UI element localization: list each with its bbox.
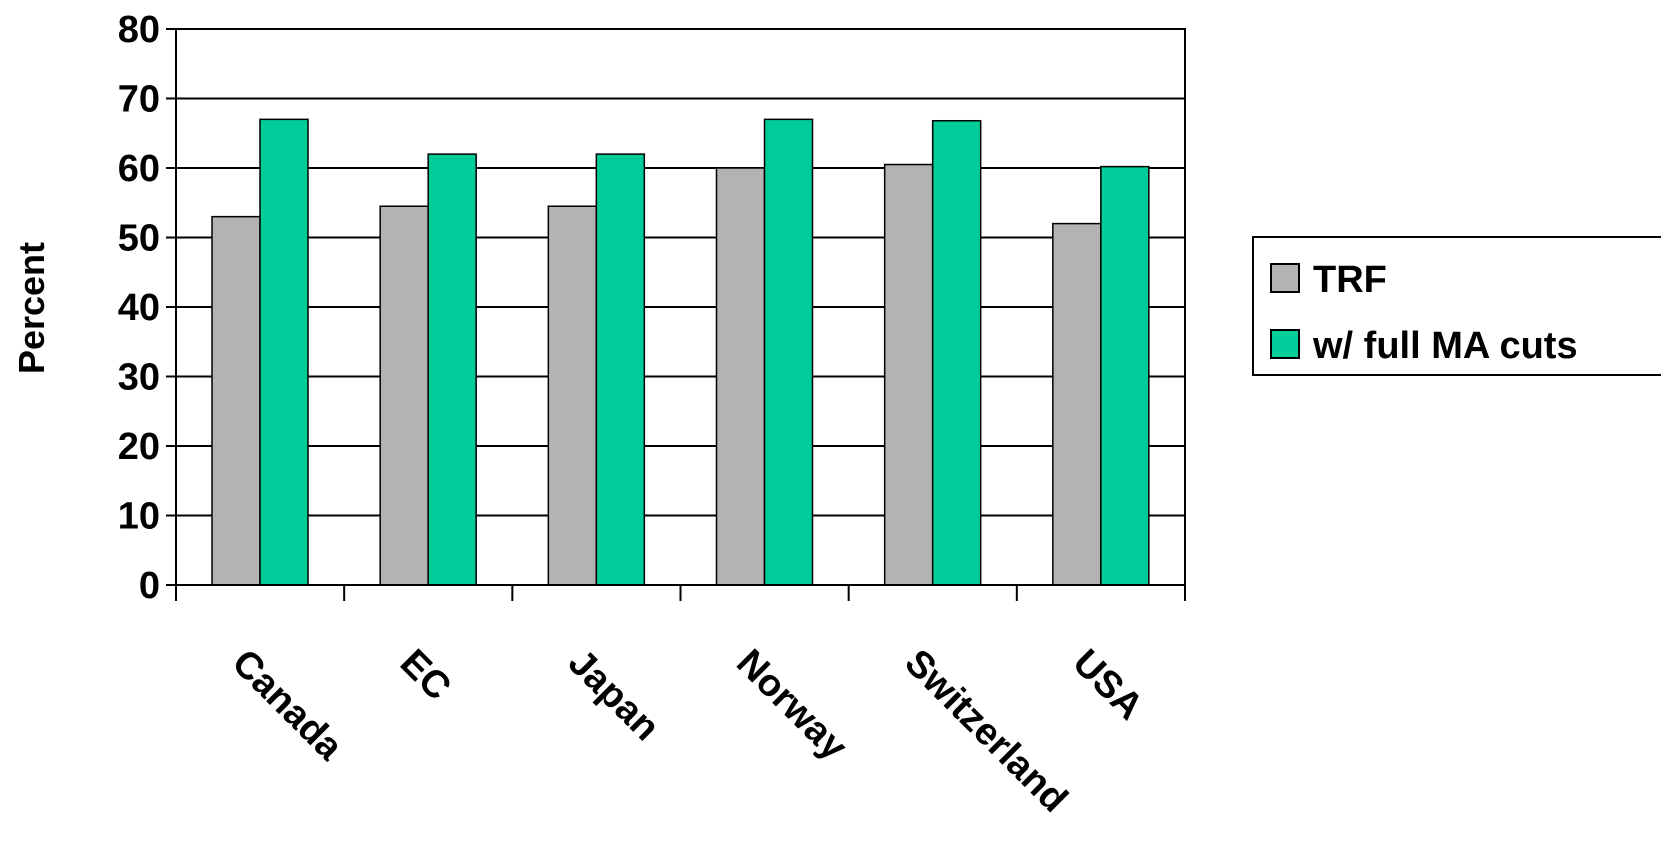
- bars: [211, 118, 1150, 586]
- legend-swatch-trf: [1270, 263, 1300, 293]
- bar-ma-cuts-usa: [1100, 165, 1150, 586]
- bar-ma-cuts-japan: [595, 153, 646, 586]
- axes: [166, 28, 1186, 601]
- bar-ma-cuts-switzerland: [931, 119, 982, 586]
- legend-label-trf: TRF: [1313, 259, 1387, 301]
- bar-trf-canada: [211, 215, 261, 586]
- bar-trf-switzerland: [883, 163, 934, 586]
- bar-trf-japan: [547, 205, 598, 586]
- x-category-label-japan: Japan: [560, 642, 667, 749]
- y-tick-label-70: 70: [118, 79, 160, 121]
- y-tick-label-0: 0: [139, 565, 160, 607]
- legend-box: [1252, 236, 1661, 376]
- y-tick-label-10: 10: [118, 496, 160, 538]
- y-axis-title: Percent: [11, 242, 52, 374]
- y-tick-label-80: 80: [118, 9, 160, 51]
- y-tick-label-60: 60: [118, 148, 160, 190]
- bar-trf-usa: [1052, 222, 1102, 586]
- bar-trf-norway: [715, 167, 766, 586]
- y-tick-label-50: 50: [118, 218, 160, 260]
- y-tick-label-20: 20: [118, 426, 160, 468]
- legend-label-ma-cuts: w/ full MA cuts: [1312, 325, 1578, 367]
- bar-ma-cuts-norway: [763, 118, 814, 586]
- bar-trf-ec: [379, 205, 429, 586]
- y-tick-label-30: 30: [118, 357, 160, 399]
- legend-swatch-ma-cuts: [1270, 329, 1300, 359]
- gridlines: [175, 28, 1186, 586]
- y-tick-label-40: 40: [118, 287, 160, 329]
- bar-ma-cuts-ec: [427, 153, 477, 586]
- x-category-label-switzerland: Switzerland: [896, 642, 1075, 821]
- x-category-label-ec: EC: [392, 642, 459, 709]
- legend: TRF w/ full MA cuts: [1252, 236, 1661, 376]
- x-category-label-usa: USA: [1065, 642, 1151, 728]
- bar-ma-cuts-canada: [259, 118, 309, 586]
- y-tick-labels: 0 10 20 30 40 50 60 70 80: [118, 9, 160, 607]
- x-category-label-canada: Canada: [224, 642, 351, 769]
- x-category-label-norway: Norway: [728, 642, 855, 769]
